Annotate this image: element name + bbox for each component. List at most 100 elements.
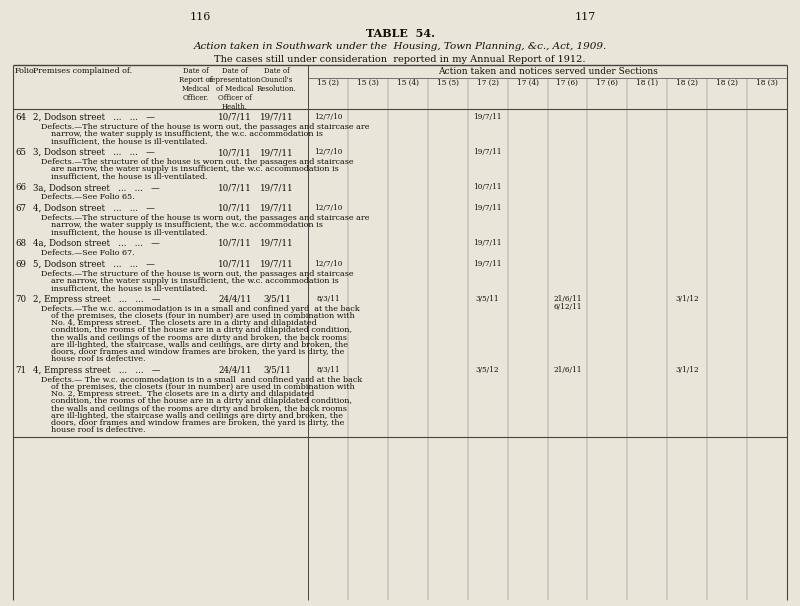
Text: doors, door frames and window frames are broken, the yard is dirty, the: doors, door frames and window frames are…: [51, 348, 344, 356]
Text: are narrow, the water supply is insufficient, the w.c. accommodation is: are narrow, the water supply is insuffic…: [51, 277, 338, 285]
Text: 8/3/11: 8/3/11: [316, 295, 340, 303]
Text: 116: 116: [190, 12, 210, 22]
Text: 4a, Dodson street   ...   ...   —: 4a, Dodson street ... ... —: [33, 239, 160, 248]
Text: 117: 117: [574, 12, 596, 22]
Text: 69: 69: [15, 260, 26, 268]
Text: Defects.—The structure of the house is worn out, the passages and staircase are: Defects.—The structure of the house is w…: [41, 123, 370, 131]
Text: 19/7/11: 19/7/11: [260, 239, 294, 248]
Text: 3a, Dodson street   ...   ...   —: 3a, Dodson street ... ... —: [33, 183, 160, 192]
Text: 67: 67: [15, 204, 26, 213]
Text: 19/7/11: 19/7/11: [474, 204, 502, 212]
Text: Defects.—The structure of the house is worn out, the passages and staircase are: Defects.—The structure of the house is w…: [41, 214, 370, 222]
Text: 21/6/11: 21/6/11: [554, 366, 582, 374]
Text: insufficient, the house is ill-ventilated.: insufficient, the house is ill-ventilate…: [51, 138, 207, 145]
Text: 10/7/11: 10/7/11: [218, 148, 252, 157]
Text: of the premises, the closets (four in number) are used in combination with: of the premises, the closets (four in nu…: [51, 383, 354, 391]
Text: narrow, the water supply is insufficient, the w.c. accommodation is: narrow, the water supply is insufficient…: [51, 130, 323, 138]
Text: 19/7/11: 19/7/11: [474, 148, 502, 156]
Text: of the premises, the closets (four in number) are used in combination with: of the premises, the closets (four in nu…: [51, 312, 354, 320]
Text: 12/7/10: 12/7/10: [314, 148, 342, 156]
Text: The cases still under consideration  reported in my Annual Report of 1912.: The cases still under consideration repo…: [214, 55, 586, 64]
Text: are narrow, the water supply is insufficient, the w.c. accommodation is: are narrow, the water supply is insuffic…: [51, 165, 338, 173]
Text: Defects.—See Folio 65.: Defects.—See Folio 65.: [41, 193, 134, 201]
Text: are ill-lighted, the staircase walls and ceilings are dirty and broken, the: are ill-lighted, the staircase walls and…: [51, 412, 343, 420]
Text: 19/7/11: 19/7/11: [260, 148, 294, 157]
Text: 8/3/11: 8/3/11: [316, 366, 340, 374]
Text: 21/6/11
6/12/11: 21/6/11 6/12/11: [554, 295, 582, 311]
Text: 19/7/11: 19/7/11: [474, 239, 502, 247]
Text: 19/7/11: 19/7/11: [474, 260, 502, 268]
Text: 2, Dodson street   ...   ...   —: 2, Dodson street ... ... —: [33, 113, 155, 122]
Text: Defects.—The w.c. accommodation is in a small and confined yard  at the back: Defects.—The w.c. accommodation is in a …: [41, 305, 360, 313]
Text: are ill-lighted, the staircase, walls and ceilings, are dirty and broken, the: are ill-lighted, the staircase, walls an…: [51, 341, 348, 349]
Text: 19/7/11: 19/7/11: [474, 113, 502, 121]
Text: 4, Dodson street   ...   ...   —: 4, Dodson street ... ... —: [33, 204, 155, 213]
Text: 15 (2): 15 (2): [317, 79, 339, 87]
Text: 10/7/11: 10/7/11: [218, 260, 252, 268]
Text: condition, the rooms of the house are in a dirty and dilapidated condition,: condition, the rooms of the house are in…: [51, 327, 352, 335]
Text: 3/5/11: 3/5/11: [263, 295, 291, 304]
Text: insufficient, the house is ill-ventilated.: insufficient, the house is ill-ventilate…: [51, 173, 207, 181]
Text: 15 (3): 15 (3): [357, 79, 379, 87]
Text: the walls and ceilings of the rooms are dirty and broken, the back rooms: the walls and ceilings of the rooms are …: [51, 333, 347, 342]
Text: 12/7/10: 12/7/10: [314, 113, 342, 121]
Text: 66: 66: [15, 183, 26, 192]
Text: 19/7/11: 19/7/11: [260, 113, 294, 122]
Text: 12/7/10: 12/7/10: [314, 204, 342, 212]
Text: narrow, the water supply is insufficient, the w.c. accommodation is: narrow, the water supply is insufficient…: [51, 221, 323, 229]
Text: 19/7/11: 19/7/11: [260, 204, 294, 213]
Text: 3/5/11: 3/5/11: [263, 366, 291, 375]
Text: Date of
Council's
Resolution.: Date of Council's Resolution.: [257, 67, 297, 93]
Text: Action taken in Southwark under the  Housing, Town Planning, &c., Act, 1909.: Action taken in Southwark under the Hous…: [194, 42, 606, 51]
Text: 12/7/10: 12/7/10: [314, 260, 342, 268]
Text: 2, Empress street   ...   ...   —: 2, Empress street ... ... —: [33, 295, 161, 304]
Text: 68: 68: [15, 239, 26, 248]
Text: 3/5/11: 3/5/11: [476, 295, 499, 303]
Text: 3/5/12: 3/5/12: [476, 366, 499, 374]
Text: 64: 64: [15, 113, 26, 122]
Text: Folio.: Folio.: [15, 67, 37, 75]
Text: TABLE  54.: TABLE 54.: [366, 28, 434, 39]
Text: 18 (1): 18 (1): [636, 79, 658, 87]
Text: No. 2, Empress street.  The closets are in a dirty and dilapidated: No. 2, Empress street. The closets are i…: [51, 390, 314, 398]
Text: 18 (2): 18 (2): [716, 79, 738, 87]
Text: Date of
representation
of Medical
Officer of
Health.: Date of representation of Medical Office…: [209, 67, 261, 111]
Text: 18 (2): 18 (2): [676, 79, 698, 87]
Text: 10/7/11: 10/7/11: [218, 183, 252, 192]
Text: the walls and ceilings of the rooms are dirty and broken, the back rooms: the walls and ceilings of the rooms are …: [51, 405, 347, 413]
Text: 3/1/12: 3/1/12: [675, 295, 699, 303]
Text: 15 (4): 15 (4): [397, 79, 418, 87]
Text: 24/4/11: 24/4/11: [218, 366, 252, 375]
Text: Defects.—The structure of the house is worn out. the passages and staircase: Defects.—The structure of the house is w…: [41, 158, 354, 166]
Text: 17 (6): 17 (6): [557, 79, 578, 87]
Text: insufficient, the house is ill-ventilated.: insufficient, the house is ill-ventilate…: [51, 284, 207, 292]
Text: 3, Dodson street   ...   ...   —: 3, Dodson street ... ... —: [33, 148, 154, 157]
Text: 17 (2): 17 (2): [477, 79, 498, 87]
Text: house roof is defective.: house roof is defective.: [51, 355, 146, 363]
Text: Date of
Report of
Medical
Officer.: Date of Report of Medical Officer.: [179, 67, 213, 102]
Text: Defects.—The structure of the house is worn out, the passages and staircase: Defects.—The structure of the house is w…: [41, 270, 354, 278]
Text: 24/4/11: 24/4/11: [218, 295, 252, 304]
Text: 10/7/11: 10/7/11: [218, 239, 252, 248]
Text: 3/1/12: 3/1/12: [675, 366, 699, 374]
Text: 5, Dodson street   ...   ...   —: 5, Dodson street ... ... —: [33, 260, 155, 268]
Text: No. 4, Empress street.   The closets are in a dirty and dilapidated: No. 4, Empress street. The closets are i…: [51, 319, 317, 327]
Text: condition, the rooms of the house are in a dirty and dilapidated condition,: condition, the rooms of the house are in…: [51, 398, 352, 405]
Text: 19/7/11: 19/7/11: [260, 260, 294, 268]
Text: 71: 71: [15, 366, 26, 375]
Text: 19/7/11: 19/7/11: [260, 183, 294, 192]
Text: doors, door frames and window frames are broken, the yard is dirty, the: doors, door frames and window frames are…: [51, 419, 344, 427]
Text: 17 (4): 17 (4): [517, 79, 538, 87]
Text: 10/7/11: 10/7/11: [218, 204, 252, 213]
Text: Defects.—See Folio 67.: Defects.—See Folio 67.: [41, 249, 134, 257]
Text: insufficient, the house is ill-ventilated.: insufficient, the house is ill-ventilate…: [51, 228, 207, 236]
Text: 65: 65: [15, 148, 26, 157]
Text: Premises complained of.: Premises complained of.: [33, 67, 132, 75]
Text: 10/7/11: 10/7/11: [218, 113, 252, 122]
Text: 17 (6): 17 (6): [596, 79, 618, 87]
Text: 18 (3): 18 (3): [756, 79, 778, 87]
Text: 15 (5): 15 (5): [437, 79, 458, 87]
Text: 10/7/11: 10/7/11: [474, 183, 502, 191]
Text: Action taken and notices served under Sections: Action taken and notices served under Se…: [438, 67, 658, 76]
Text: Defects.— The w.c. accommodation is in a small  and confined yard at the back: Defects.— The w.c. accommodation is in a…: [41, 376, 362, 384]
